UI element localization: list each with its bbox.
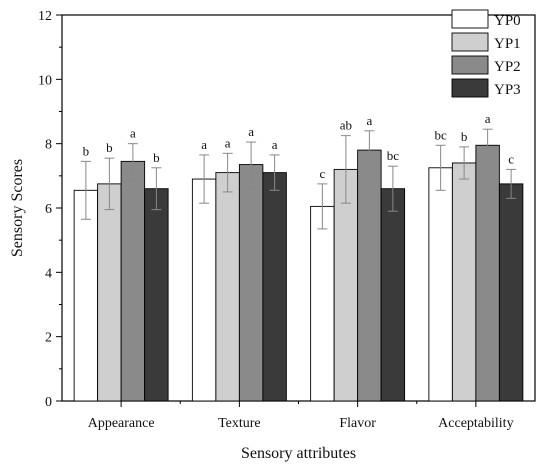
bar-yp1-flavor xyxy=(333,168,359,402)
significance-label: a xyxy=(248,124,254,139)
significance-label: bc xyxy=(434,127,447,142)
y-axis-title: Sensory Scores xyxy=(9,159,26,257)
significance-label: a xyxy=(272,137,278,152)
y-tick-label: 10 xyxy=(38,73,52,88)
significance-label: a xyxy=(130,126,136,141)
y-tick-label: 8 xyxy=(45,138,52,153)
bar-yp0-flavor xyxy=(310,205,335,402)
bar-yp3-texture xyxy=(262,172,287,402)
bar-yp1-acceptability xyxy=(451,162,477,402)
bar-yp0-appearance xyxy=(73,189,99,402)
x-tick-label-acceptability: Acceptability xyxy=(438,416,513,431)
significance-label: c xyxy=(508,151,514,166)
significance-label: b xyxy=(461,129,468,144)
bar-yp1-texture xyxy=(215,172,240,402)
legend-swatch-yp2 xyxy=(451,55,489,75)
significance-label: ab xyxy=(340,118,352,133)
bar-yp2-appearance xyxy=(120,160,146,402)
y-tick-label: 6 xyxy=(45,202,52,217)
y-tick-label: 2 xyxy=(45,331,52,346)
x-tick-label-flavor: Flavor xyxy=(339,416,376,431)
y-axis: 0 2 4 6 8 10 12 xyxy=(38,9,62,410)
bar-yp3-flavor xyxy=(380,188,406,402)
bar-yp0-acceptability xyxy=(428,167,453,402)
legend-label-yp0: YP0 xyxy=(494,13,521,29)
bar-yp3-acceptability xyxy=(498,183,524,402)
bar-yp1-appearance xyxy=(97,183,122,402)
significance-label: c xyxy=(319,166,325,181)
significance-label: b xyxy=(106,140,113,155)
significance-label: bc xyxy=(387,148,400,163)
bar-yp3-appearance xyxy=(144,188,169,402)
bar-yp2-flavor xyxy=(357,149,382,402)
x-tick-label-texture: Texture xyxy=(218,416,261,431)
significance-label: b xyxy=(83,143,90,158)
significance-label: a xyxy=(225,135,231,150)
y-tick-label: 4 xyxy=(45,266,52,281)
bar-yp0-texture xyxy=(191,178,217,402)
bar-yp2-texture xyxy=(238,164,264,402)
legend-label-yp3: YP3 xyxy=(494,82,521,98)
y-tick-label: 0 xyxy=(45,395,52,410)
legend-label-yp1: YP1 xyxy=(494,36,521,52)
legend-swatch-yp1 xyxy=(451,32,489,52)
significance-label: a xyxy=(485,111,491,126)
x-axis-title: Sensory attributes xyxy=(241,445,356,462)
bar-yp2-acceptability xyxy=(475,144,500,402)
y-tick-label: 12 xyxy=(38,9,52,24)
x-axis: Appearance Texture Flavor Acceptability xyxy=(88,401,514,431)
significance-label: b xyxy=(153,150,160,165)
significance-label: a xyxy=(201,137,207,152)
significance-label: a xyxy=(366,113,372,128)
legend-label-yp2: YP2 xyxy=(494,59,521,75)
legend-swatch-yp3 xyxy=(451,78,489,98)
x-tick-label-appearance: Appearance xyxy=(88,416,155,431)
legend-swatch-yp0 xyxy=(451,9,489,29)
legend: YP0 YP1 YP2 YP3 xyxy=(451,9,521,98)
